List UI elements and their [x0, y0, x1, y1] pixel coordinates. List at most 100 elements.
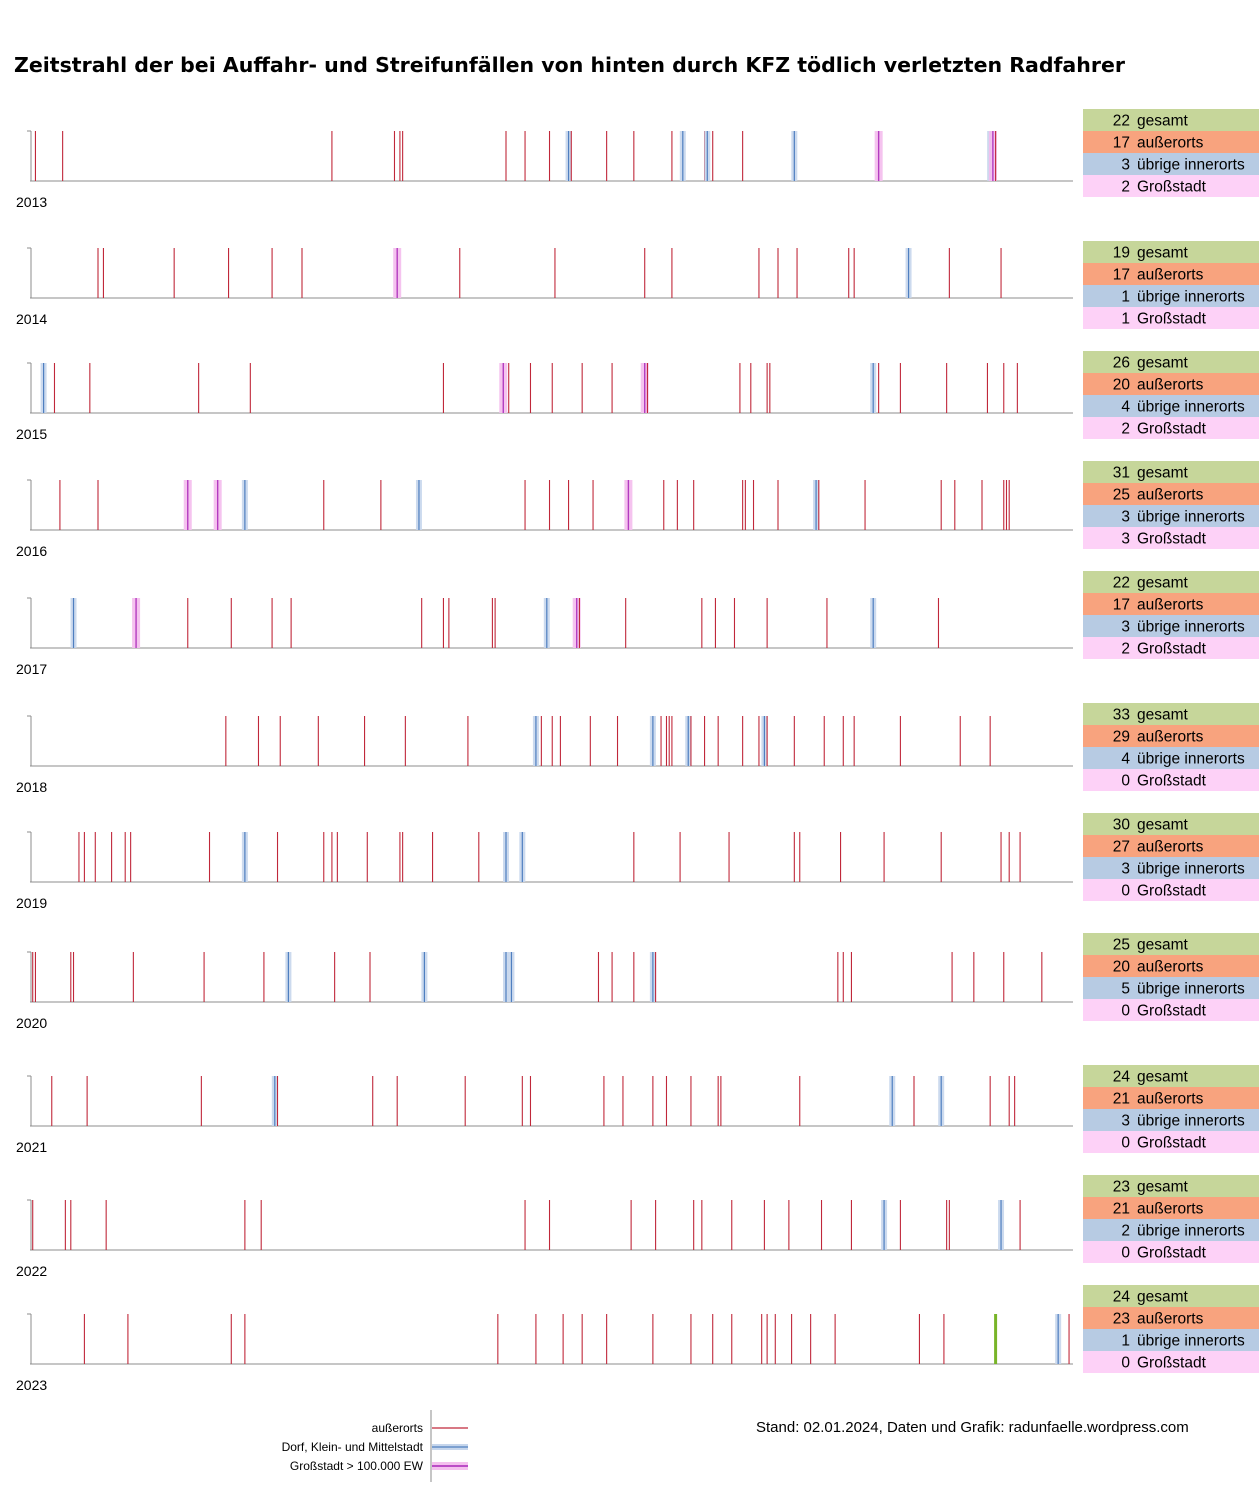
stat-label-city: Großstadt	[1137, 421, 1207, 438]
stat-count-urban: 2	[1121, 1223, 1130, 1240]
stat-box-city	[1083, 175, 1259, 197]
stat-count-rural: 27	[1113, 839, 1130, 856]
stat-count-city: 3	[1121, 531, 1130, 548]
stat-box-rural	[1083, 835, 1259, 857]
stat-label-rural: außerorts	[1137, 377, 1204, 394]
stat-label-rural: außerorts	[1137, 839, 1204, 856]
year-row-2013: 2013 22 gesamt 17 außerorts 3 übrige innerorts…	[16, 109, 1259, 210]
stat-count-total: 19	[1113, 245, 1130, 262]
stat-label-rural: außerorts	[1137, 267, 1204, 284]
stat-label-urban: übrige innerorts	[1137, 751, 1245, 768]
stat-box-city	[1083, 417, 1259, 439]
stat-box-urban	[1083, 977, 1259, 999]
stat-label-city: Großstadt	[1137, 1003, 1207, 1020]
stat-count-rural: 25	[1113, 487, 1130, 504]
stat-count-rural: 20	[1113, 959, 1131, 976]
stat-count-urban: 3	[1121, 619, 1130, 636]
stat-count-city: 2	[1121, 641, 1130, 658]
stat-label-urban: übrige innerorts	[1137, 981, 1245, 998]
stat-box-city	[1083, 769, 1259, 791]
stat-label-urban: übrige innerorts	[1137, 619, 1245, 636]
stat-count-city: 0	[1121, 1003, 1130, 1020]
stat-label-rural: außerorts	[1137, 1201, 1204, 1218]
stat-count-rural: 17	[1113, 597, 1130, 614]
stat-label-city: Großstadt	[1137, 1355, 1207, 1372]
stat-count-total: 26	[1113, 355, 1130, 372]
stat-count-total: 31	[1113, 465, 1130, 482]
stat-box-rural	[1083, 263, 1259, 285]
year-label: 2022	[16, 1263, 47, 1279]
stat-count-city: 0	[1121, 773, 1130, 790]
stat-count-rural: 20	[1113, 377, 1131, 394]
stat-label-urban: übrige innerorts	[1137, 1333, 1245, 1350]
stat-count-urban: 3	[1121, 1113, 1130, 1130]
stat-box-city	[1083, 879, 1259, 901]
stat-box-total	[1083, 571, 1259, 593]
stat-label-urban: übrige innerorts	[1137, 1113, 1245, 1130]
stat-count-city: 1	[1121, 311, 1130, 328]
year-label: 2013	[16, 194, 47, 210]
stat-box-urban	[1083, 747, 1259, 769]
legend-label: Großstadt > 100.000 EW	[290, 1459, 424, 1473]
stat-box-city	[1083, 1131, 1259, 1153]
stat-count-urban: 3	[1121, 861, 1130, 878]
year-label: 2023	[16, 1377, 47, 1393]
stat-label-city: Großstadt	[1137, 1245, 1207, 1262]
stat-label-rural: außerorts	[1137, 959, 1204, 976]
year-row-2021: 2021 24 gesamt 21 außerorts 3 übrige innerorts…	[16, 1065, 1259, 1155]
stat-count-urban: 4	[1121, 751, 1130, 768]
stat-label-city: Großstadt	[1137, 311, 1207, 328]
stat-box-rural	[1083, 131, 1259, 153]
year-label: 2019	[16, 895, 47, 911]
stat-count-rural: 17	[1113, 267, 1130, 284]
stat-label-total: gesamt	[1137, 1179, 1189, 1196]
stat-box-urban	[1083, 505, 1259, 527]
stat-label-city: Großstadt	[1137, 883, 1207, 900]
stat-count-total: 22	[1113, 575, 1130, 592]
stat-box-rural	[1083, 1197, 1259, 1219]
stat-box-rural	[1083, 1087, 1259, 1109]
stat-label-city: Großstadt	[1137, 773, 1207, 790]
stat-label-total: gesamt	[1137, 937, 1189, 954]
stat-box-city	[1083, 527, 1259, 549]
stat-box-total	[1083, 933, 1259, 955]
year-row-2020: 2020 25 gesamt 20 außerorts 5 übrige innerorts…	[16, 933, 1259, 1031]
stat-label-rural: außerorts	[1137, 597, 1204, 614]
year-label: 2018	[16, 779, 47, 795]
stat-label-total: gesamt	[1137, 1069, 1189, 1086]
legend-label: außerorts	[372, 1421, 423, 1435]
stat-count-city: 0	[1121, 1135, 1130, 1152]
stat-box-city	[1083, 1241, 1259, 1263]
stat-count-total: 30	[1113, 817, 1131, 834]
stat-count-rural: 21	[1113, 1091, 1130, 1108]
stat-box-urban	[1083, 285, 1259, 307]
stat-label-rural: außerorts	[1137, 1091, 1204, 1108]
stat-label-city: Großstadt	[1137, 1135, 1207, 1152]
stat-box-rural	[1083, 955, 1259, 977]
stat-count-rural: 17	[1113, 135, 1130, 152]
stat-label-urban: übrige innerorts	[1137, 399, 1245, 416]
stat-count-urban: 4	[1121, 399, 1130, 416]
stat-label-total: gesamt	[1137, 575, 1189, 592]
year-row-2023: 2023 24 gesamt 23 außerorts 1 übrige innerorts…	[16, 1285, 1259, 1393]
stat-count-total: 33	[1113, 707, 1130, 724]
stat-label-rural: außerorts	[1137, 135, 1204, 152]
legend-label: Dorf, Klein- und Mittelstadt	[282, 1440, 424, 1454]
stat-label-rural: außerorts	[1137, 729, 1204, 746]
stat-count-total: 25	[1113, 937, 1130, 954]
stat-count-urban: 3	[1121, 509, 1130, 526]
stat-count-rural: 21	[1113, 1201, 1130, 1218]
stat-count-urban: 1	[1121, 1333, 1130, 1350]
stat-count-city: 2	[1121, 179, 1130, 196]
stat-box-urban	[1083, 1109, 1259, 1131]
stat-label-total: gesamt	[1137, 245, 1189, 262]
stat-box-urban	[1083, 857, 1259, 879]
stat-count-urban: 1	[1121, 289, 1130, 306]
year-row-2015: 2015 26 gesamt 20 außerorts 4 übrige innerorts…	[16, 351, 1259, 442]
stat-box-total	[1083, 109, 1259, 131]
stat-label-city: Großstadt	[1137, 641, 1207, 658]
year-label: 2020	[16, 1015, 47, 1031]
stat-count-city: 0	[1121, 883, 1130, 900]
stat-count-total: 24	[1113, 1289, 1131, 1306]
